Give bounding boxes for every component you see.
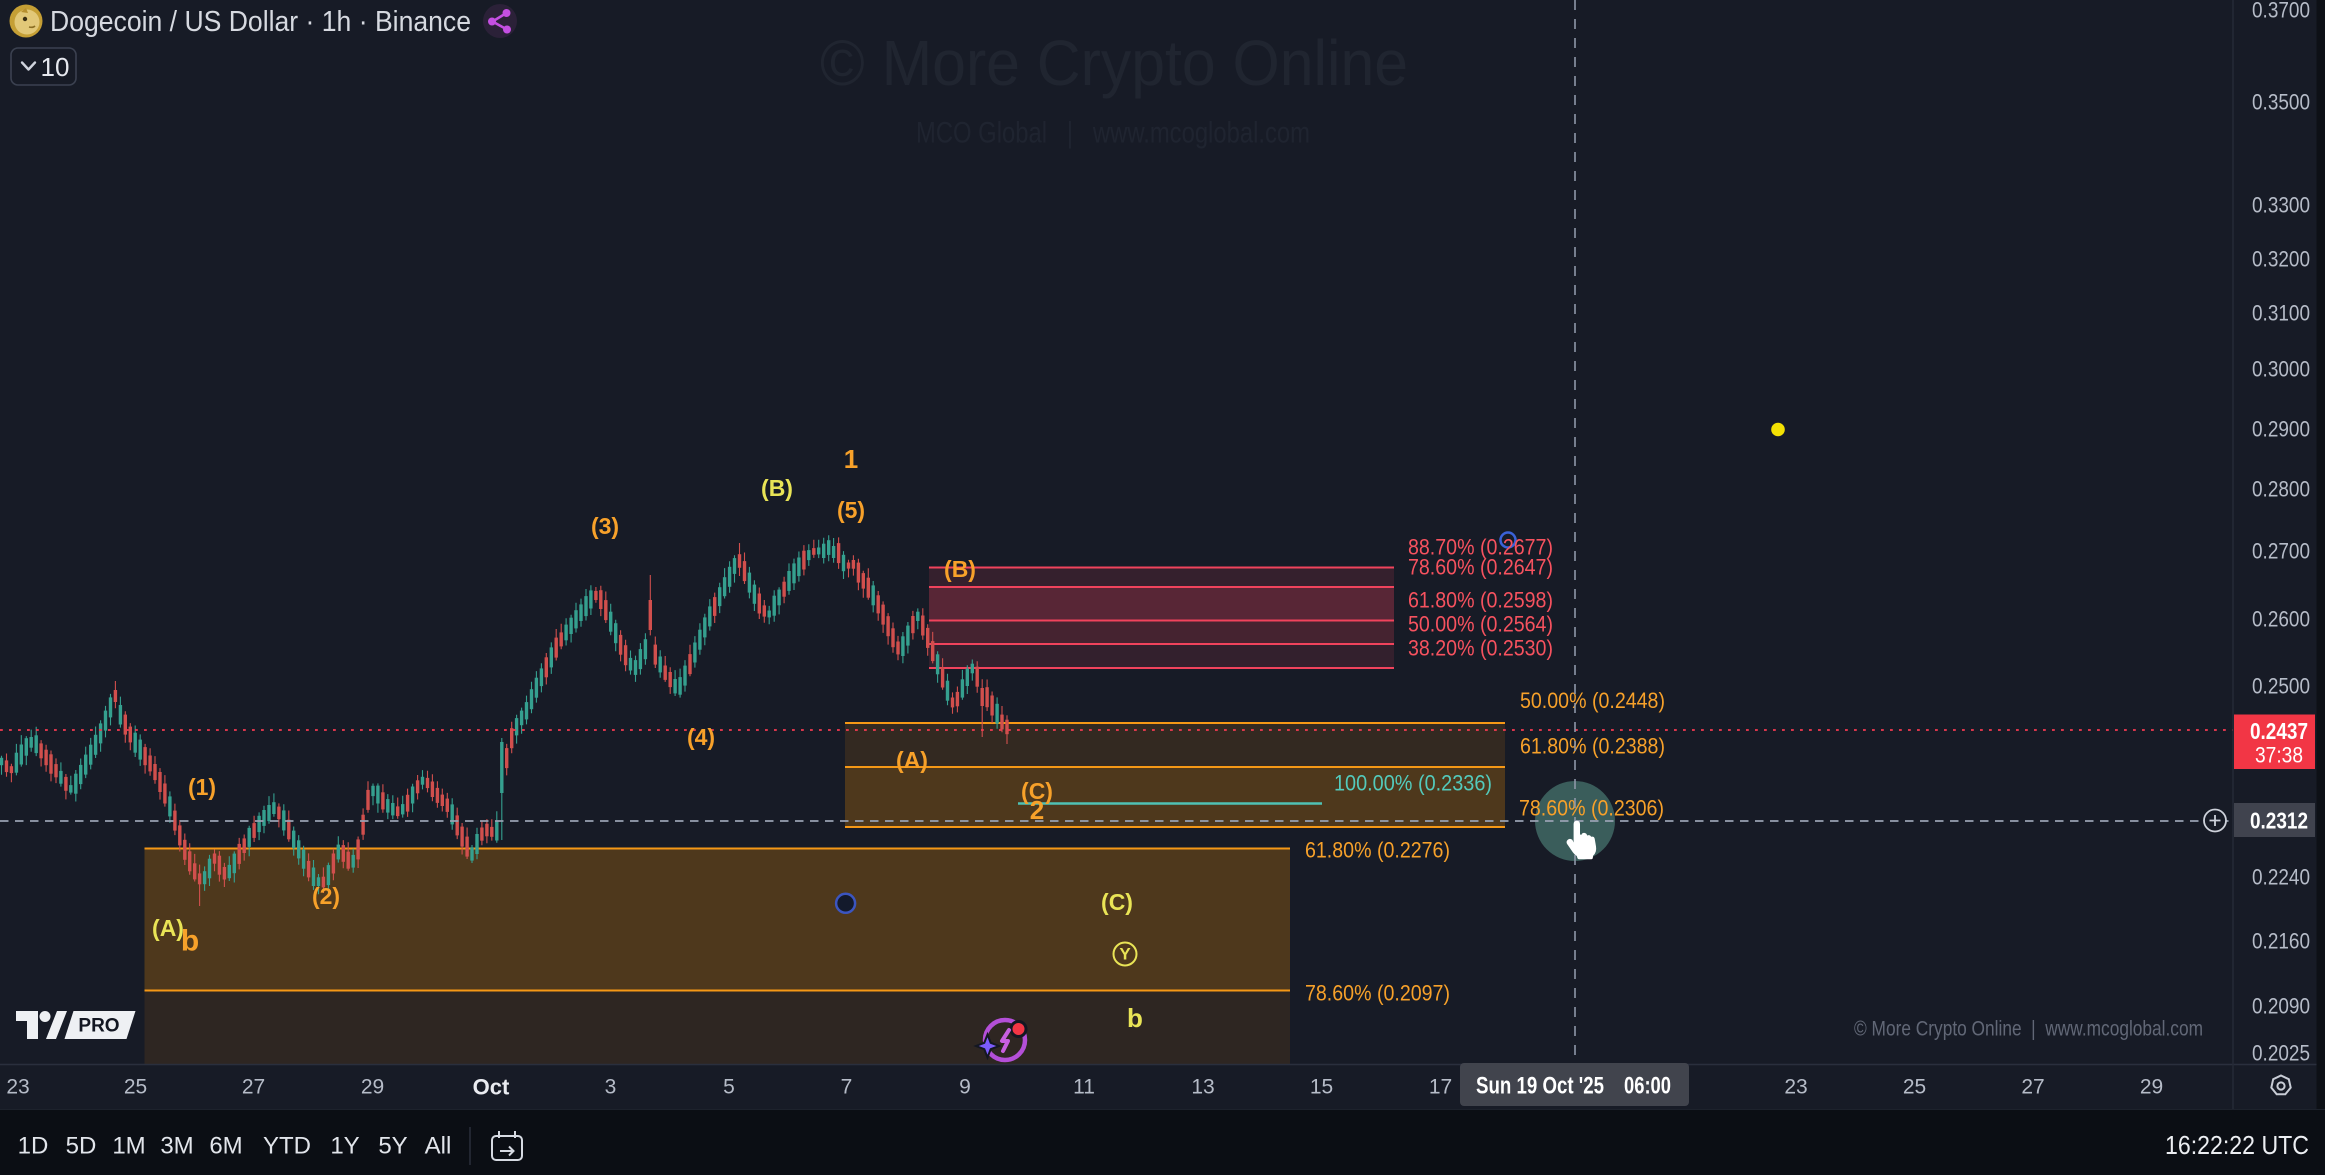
svg-text:0.3000: 0.3000 [2252,357,2310,382]
svg-text:(1): (1) [188,774,216,800]
svg-text:0.3700: 0.3700 [2252,0,2310,23]
svg-text:0.3200: 0.3200 [2252,247,2310,272]
svg-text:61.80% (0.2276): 61.80% (0.2276) [1305,838,1450,863]
svg-text:0.2437: 0.2437 [2250,718,2308,744]
svg-text:b: b [181,925,199,958]
svg-text:0.3100: 0.3100 [2252,301,2310,326]
svg-text:9: 9 [959,1076,971,1099]
svg-text:11: 11 [1073,1076,1095,1099]
svg-text:YTD: YTD [263,1133,311,1160]
svg-text:78.60% (0.2306): 78.60% (0.2306) [1519,796,1664,821]
svg-text:15: 15 [1310,1076,1333,1099]
svg-text:27: 27 [2021,1076,2044,1099]
svg-text:Sun 19 Oct '25: Sun 19 Oct '25 [1476,1073,1604,1100]
svg-text:50.00% (0.2448): 50.00% (0.2448) [1520,688,1665,713]
svg-text:(5): (5) [837,497,865,523]
svg-text:13: 13 [1191,1076,1214,1099]
svg-text:(B): (B) [944,556,976,582]
svg-text:1D: 1D [18,1133,49,1160]
svg-text:06:00: 06:00 [1624,1073,1671,1100]
svg-text:5: 5 [723,1076,735,1099]
svg-text:b: b [1127,1003,1143,1033]
svg-text:17: 17 [1429,1076,1452,1099]
svg-text:(A): (A) [896,747,928,773]
svg-text:37:38: 37:38 [2255,743,2303,768]
svg-text:© More Crypto Online | www.m: © More Crypto Online | www.mcoglobal.com [1854,1018,2203,1041]
svg-text:PRO: PRO [78,1016,119,1037]
svg-text:0.2900: 0.2900 [2252,417,2310,442]
svg-text:10: 10 [41,52,70,82]
svg-text:1: 1 [844,444,858,474]
svg-text:25: 25 [124,1076,147,1099]
svg-text:16:22:22 UTC: 16:22:22 UTC [2165,1130,2309,1160]
svg-text:1Y: 1Y [330,1133,359,1160]
svg-text:(2): (2) [312,883,340,909]
svg-text:MCO Global | www.mcoglobal: MCO Global | www.mcoglobal.com [916,117,1310,150]
svg-text:38.20% (0.2530): 38.20% (0.2530) [1408,636,1553,661]
svg-text:0.2025: 0.2025 [2252,1041,2310,1066]
svg-text:6M: 6M [209,1133,242,1160]
svg-text:3M: 3M [160,1133,193,1160]
svg-text:0.2600: 0.2600 [2252,607,2310,632]
svg-text:Oct: Oct [473,1075,510,1100]
svg-text:27: 27 [242,1076,265,1099]
svg-text:7: 7 [841,1076,853,1099]
svg-text:1M: 1M [112,1133,145,1160]
svg-text:0.3300: 0.3300 [2252,193,2310,218]
svg-text:29: 29 [2140,1076,2163,1099]
svg-text:(A): (A) [152,915,184,941]
svg-text:(B): (B) [761,475,793,501]
svg-text:0.2700: 0.2700 [2252,539,2310,564]
svg-text:0.2800: 0.2800 [2252,477,2310,502]
svg-text:29: 29 [361,1076,384,1099]
svg-text:25: 25 [1903,1076,1926,1099]
svg-text:50.00% (0.2564): 50.00% (0.2564) [1408,612,1553,637]
svg-text:© More Crypto Online: © More Crypto Online [820,27,1408,99]
svg-text:61.80% (0.2598): 61.80% (0.2598) [1408,588,1553,613]
svg-text:0.2240: 0.2240 [2252,865,2310,890]
svg-text:(C): (C) [1101,889,1133,915]
svg-text:100.00% (0.2336): 100.00% (0.2336) [1334,771,1492,796]
svg-text:(4): (4) [687,724,715,750]
svg-text:(C): (C) [1021,778,1053,804]
svg-text:2: 2 [1030,795,1044,825]
svg-text:88.70% (0.2677): 88.70% (0.2677) [1408,535,1553,560]
svg-text:Y: Y [1119,945,1131,964]
svg-text:0.3500: 0.3500 [2252,90,2310,115]
svg-text:3: 3 [605,1076,617,1099]
svg-text:0.2090: 0.2090 [2252,994,2310,1019]
svg-text:0.2312: 0.2312 [2250,808,2308,834]
svg-text:(3): (3) [591,513,619,539]
svg-text:0.2500: 0.2500 [2252,674,2310,699]
svg-text:23: 23 [1784,1076,1807,1099]
svg-text:5Y: 5Y [378,1133,407,1160]
svg-text:23: 23 [6,1076,29,1099]
svg-text:78.60% (0.2647): 78.60% (0.2647) [1408,555,1553,580]
svg-text:5D: 5D [66,1133,97,1160]
svg-text:Dogecoin / US Dollar · 1h · Bi: Dogecoin / US Dollar · 1h · Binance [50,6,471,38]
svg-text:All: All [425,1133,452,1160]
svg-text:61.80% (0.2388): 61.80% (0.2388) [1520,734,1665,759]
svg-text:0.2160: 0.2160 [2252,929,2310,954]
svg-text:78.60% (0.2097): 78.60% (0.2097) [1305,981,1450,1006]
